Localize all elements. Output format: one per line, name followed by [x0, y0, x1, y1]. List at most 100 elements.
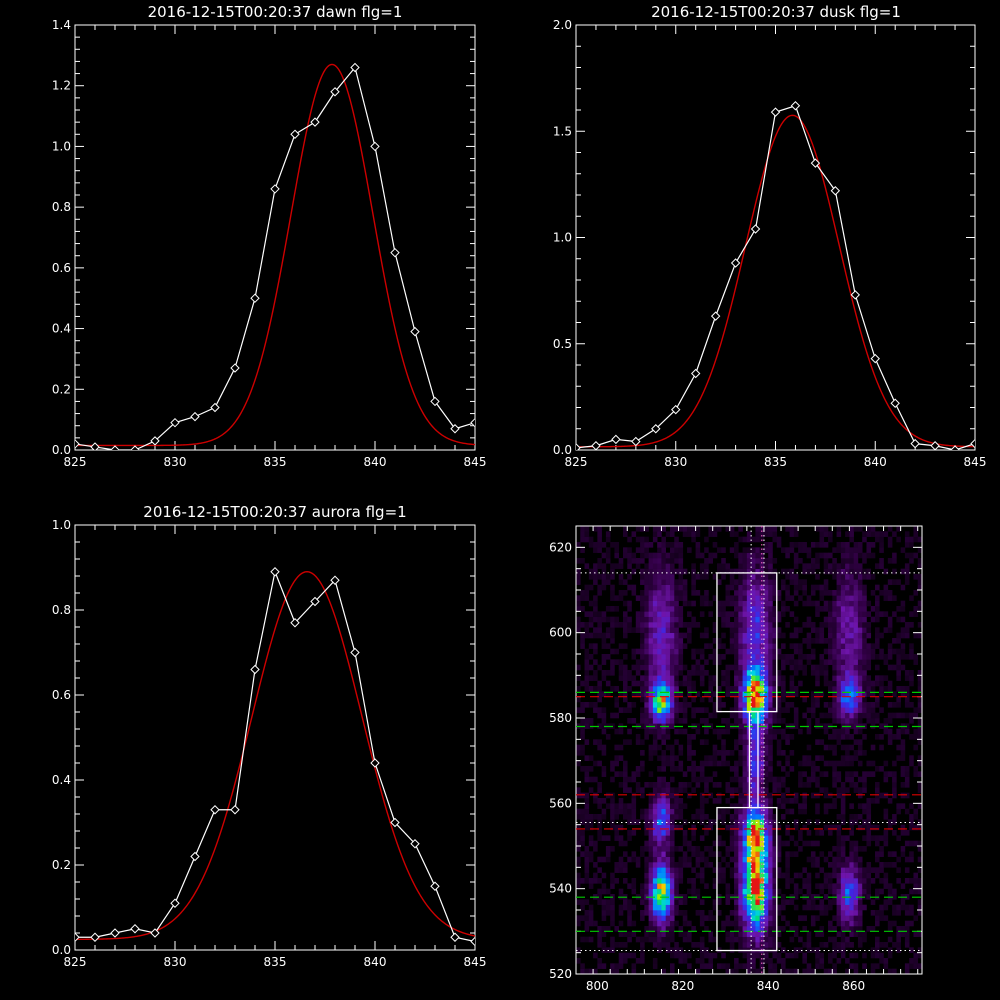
heatmap-cell: [652, 531, 658, 537]
heatmap-cell: [742, 856, 748, 863]
heatmap-cell: [734, 744, 739, 751]
heatmap-cell: [763, 872, 769, 879]
heatmap-cell: [896, 936, 901, 943]
heatmap-cell: [772, 627, 778, 633]
heatmap-cell: [661, 600, 666, 607]
heatmap-cell: [798, 584, 803, 591]
heatmap-cell: [768, 803, 773, 809]
heatmap-cell: [802, 968, 807, 975]
heatmap-cell: [640, 680, 645, 687]
heatmap-cell: [776, 824, 782, 831]
heatmap-cell: [772, 648, 778, 655]
heatmap-cell: [601, 675, 607, 681]
heatmap-cell: [665, 910, 671, 916]
heatmap-cell: [687, 675, 692, 681]
heatmap-cell: [857, 856, 863, 863]
heatmap-cell: [866, 552, 872, 559]
heatmap-cell: [746, 899, 752, 905]
heatmap-cell: [772, 888, 778, 895]
heatmap-cell: [640, 590, 645, 596]
heatmap-cell: [687, 750, 692, 756]
heatmap-cell: [840, 856, 846, 863]
heatmap-cell: [836, 739, 842, 745]
heatmap-cell: [755, 547, 760, 553]
heatmap-cell: [648, 936, 654, 943]
heatmap-cell: [781, 872, 786, 879]
heatmap-cell: [785, 952, 790, 959]
heatmap-cell: [657, 803, 662, 809]
heatmap-cell: [768, 739, 773, 745]
heatmap-cell: [665, 867, 671, 873]
aurora-ytick-label: 0.8: [52, 603, 71, 617]
heatmap-cell: [742, 819, 748, 825]
heatmap-cell: [640, 659, 645, 665]
heatmap-cell: [648, 830, 654, 836]
heatmap-cell: [815, 552, 820, 559]
heatmap-cell: [691, 600, 696, 607]
heatmap-cell: [789, 547, 795, 553]
heatmap-cell: [721, 739, 726, 745]
heatmap-cell: [845, 755, 850, 761]
heatmap-cell: [862, 616, 867, 623]
heatmap-cell: [584, 867, 590, 873]
heatmap-cell: [665, 862, 671, 868]
heatmap-cell: [883, 808, 889, 815]
heatmap-cell: [845, 899, 850, 905]
heatmap-cell: [601, 568, 607, 575]
heatmap-cell: [682, 595, 688, 601]
heatmap-cell: [759, 872, 765, 879]
heatmap-cell: [857, 611, 863, 617]
heatmap-cell: [678, 872, 684, 879]
heatmap-cell: [802, 664, 807, 671]
heatmap-cell: [845, 659, 850, 665]
heatmap-cell: [763, 744, 769, 751]
aurora-measured-point: [90, 932, 100, 942]
heatmap-cell: [763, 590, 769, 596]
heatmap-cell: [802, 568, 807, 575]
heatmap-cell: [870, 771, 876, 777]
heatmap-cell: [657, 542, 662, 548]
heatmap-cell: [892, 814, 897, 820]
heatmap-cell: [687, 920, 692, 927]
heatmap-cell: [840, 579, 846, 585]
heatmap-cell: [763, 931, 769, 937]
heatmap-cell: [845, 856, 850, 863]
heatmap-cell: [652, 808, 658, 815]
heatmap-cell: [840, 883, 846, 889]
heatmap-cell: [828, 563, 833, 569]
heatmap-cell: [657, 947, 662, 953]
heatmap-cell: [798, 648, 803, 655]
heatmap-cell: [849, 904, 854, 911]
heatmap-cell: [759, 584, 765, 591]
heatmap-cell: [734, 686, 739, 692]
heatmap-cell: [661, 883, 666, 889]
heatmap-cell: [622, 675, 628, 681]
heatmap-cell: [836, 680, 842, 687]
heatmap-cell: [742, 920, 748, 927]
heatmap-cell: [665, 888, 671, 895]
aurora-xtick-label: 840: [364, 955, 387, 969]
heatmap-cell: [875, 888, 880, 895]
heatmap-cell: [832, 936, 837, 943]
heatmap-cell: [682, 526, 688, 532]
heatmap-cell: [798, 872, 803, 879]
heatmap-cell: [917, 787, 923, 793]
aurora-measured-point: [410, 839, 420, 849]
heatmap-cell: [593, 542, 598, 548]
heatmap-cell: [776, 942, 782, 948]
heatmap-cell: [593, 760, 598, 767]
heatmap-cell: [669, 723, 675, 729]
heatmap-cell: [840, 696, 846, 703]
heatmap-cell: [900, 600, 906, 607]
heatmap-cell: [742, 830, 748, 836]
heatmap-cell: [648, 755, 654, 761]
heatmap-cell: [669, 792, 675, 799]
heatmap-cell: [601, 718, 607, 724]
heatmap-cell: [763, 883, 769, 889]
heatmap-cell: [746, 931, 752, 937]
heatmap-cell: [734, 931, 739, 937]
heatmap-cell: [755, 686, 760, 692]
heatmap-cell: [687, 670, 692, 676]
heatmap-cell: [576, 958, 581, 964]
heatmap-cell: [708, 558, 713, 564]
